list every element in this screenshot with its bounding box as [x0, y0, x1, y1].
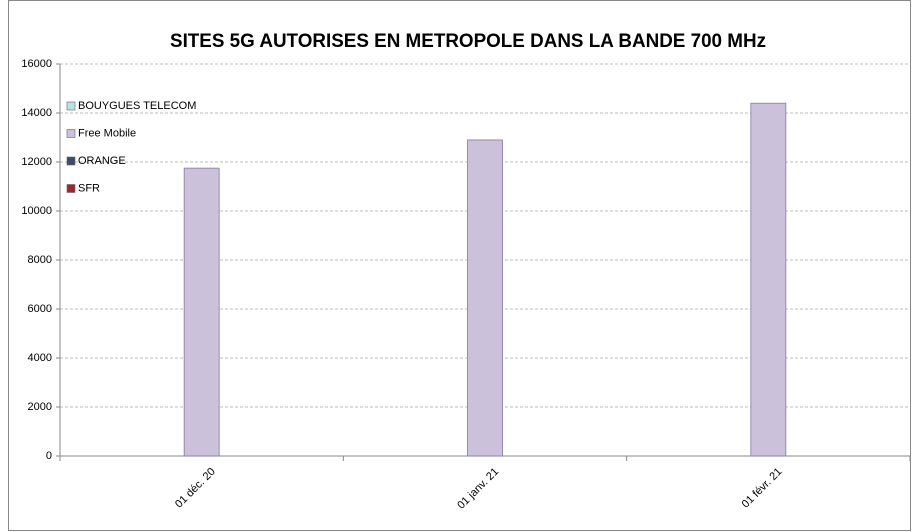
y-tick-label: 10000	[21, 205, 52, 217]
y-tick-label: 14000	[21, 107, 52, 119]
legend-label: ORANGE	[78, 155, 126, 167]
bar	[750, 102, 787, 457]
legend-label: SFR	[78, 182, 100, 194]
y-tick-label: 4000	[28, 352, 52, 364]
legend-label: Free Mobile	[78, 127, 136, 139]
legend-swatch	[66, 184, 76, 193]
legend-label: BOUYGUES TELECOM	[78, 100, 196, 112]
bar	[183, 167, 220, 457]
y-tick-label: 0	[46, 450, 52, 462]
bar	[467, 139, 503, 457]
legend-swatch	[66, 101, 76, 111]
chart-title: SITES 5G AUTORISES EN METROPOLE DANS LA …	[170, 31, 766, 52]
y-tick-label: 12000	[21, 156, 52, 168]
y-tick-label: 8000	[28, 254, 52, 266]
y-tick-label: 2000	[28, 401, 52, 413]
legend-swatch	[66, 129, 76, 138]
legend-swatch	[66, 156, 76, 166]
y-tick-label: 16000	[21, 58, 52, 70]
y-tick-label: 6000	[28, 303, 52, 315]
